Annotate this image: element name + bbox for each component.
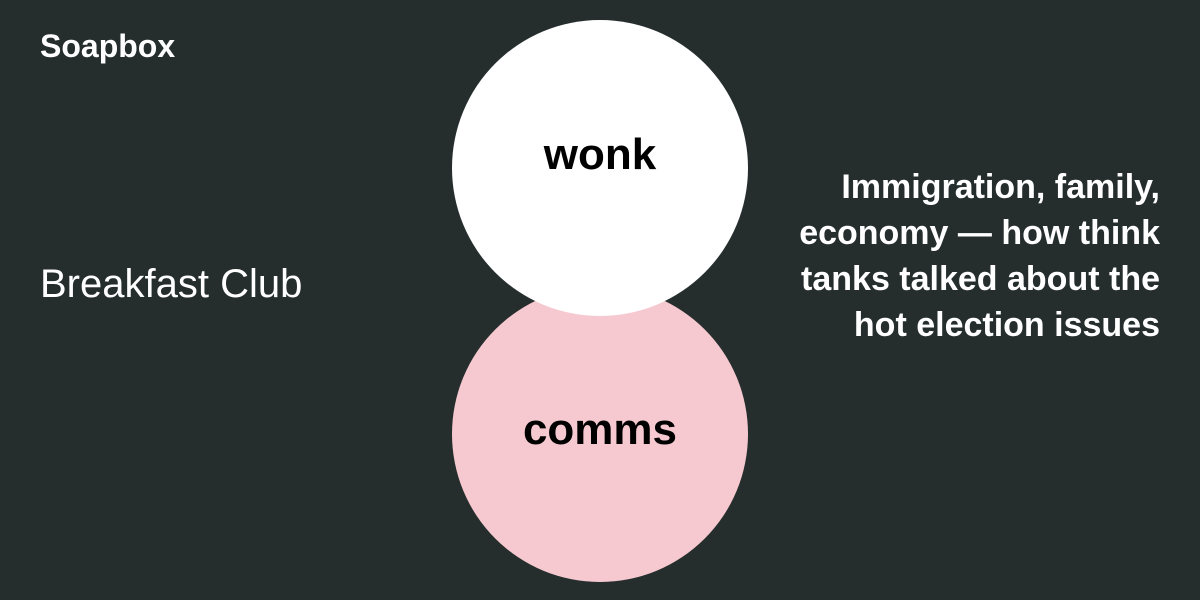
venn-diagram: wonk comms	[370, 0, 830, 600]
venn-label-bottom: comms	[452, 405, 748, 455]
brand-logo: Soapbox	[40, 28, 175, 65]
venn-label-top: wonk	[452, 130, 748, 180]
subtitle-text: Breakfast Club	[40, 262, 302, 307]
